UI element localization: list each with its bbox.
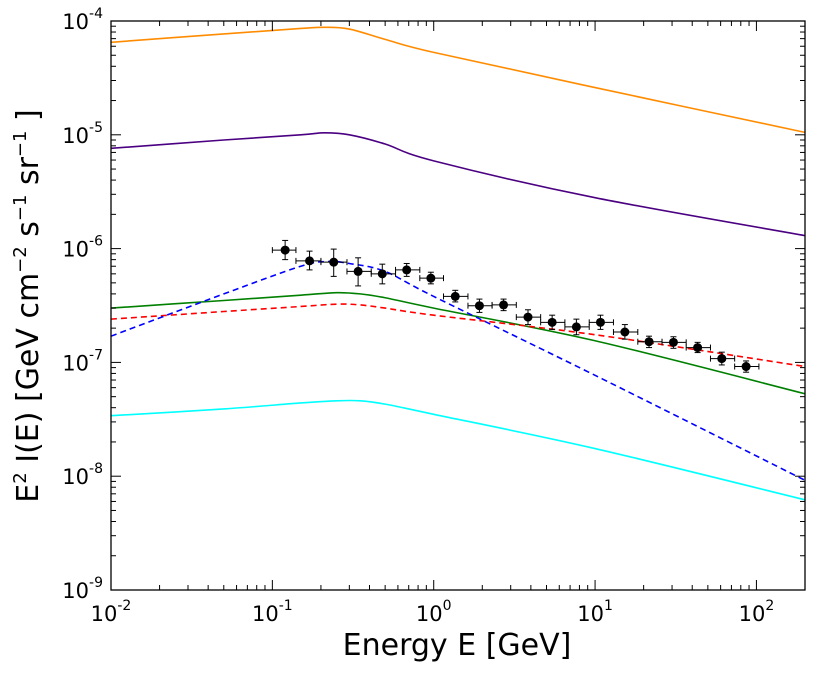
data-point-group	[271, 239, 297, 261]
data-point-group	[395, 262, 421, 277]
x-tick-label: 10-2	[91, 598, 132, 626]
data-point	[523, 312, 533, 322]
y-tick-label-exp: -4	[89, 6, 103, 22]
data-point	[741, 362, 751, 372]
y-tick-label: 10-8	[62, 461, 103, 489]
data-point	[305, 256, 315, 266]
data-point-group	[588, 314, 614, 330]
data-point	[426, 273, 436, 283]
y-tick-label-exp: -8	[89, 461, 103, 477]
y-tick-label-base: 10	[62, 579, 89, 603]
x-tick-label-base: 10	[577, 602, 604, 626]
x-tick-label: 101	[577, 598, 613, 626]
x-tick-label: 10-1	[252, 598, 293, 626]
x-axis-label: Energy E [GeV]	[343, 628, 572, 663]
data-point-group	[612, 324, 639, 340]
series-line-red-dashed	[111, 303, 805, 368]
data-point	[329, 257, 339, 267]
data-point	[450, 291, 460, 301]
data-point	[595, 317, 605, 327]
data-point	[620, 327, 630, 337]
data-point-group	[295, 250, 322, 271]
data-point-group	[491, 298, 517, 312]
data-point-group	[661, 336, 687, 349]
series-line-indigo	[111, 132, 805, 237]
x-tick-label-exp: 2	[765, 598, 774, 614]
data-point	[717, 354, 727, 364]
x-tick-label: 100	[416, 598, 452, 626]
y-axis-label-e-exp: 2	[10, 472, 31, 483]
series-layer	[111, 26, 805, 501]
data-point-group	[564, 318, 590, 336]
plot-frame	[110, 20, 806, 591]
series-line-cyan	[111, 399, 805, 501]
x-tick-label-exp: -2	[117, 598, 131, 614]
y-axis-label-cm-exp: −2	[10, 246, 31, 273]
data-point-group	[709, 351, 736, 366]
data-point	[668, 337, 678, 347]
y-tick-label-exp: -5	[89, 120, 103, 136]
data-point	[353, 266, 363, 276]
y-axis-label-sr-exp: −1	[10, 131, 31, 158]
y-tick-label-base: 10	[62, 351, 89, 375]
y-tick-label-exp: -7	[89, 347, 103, 363]
ticks-layer	[110, 20, 806, 591]
points-layer	[271, 239, 760, 373]
x-tick-label-base: 10	[252, 602, 279, 626]
y-tick-label: 10-4	[62, 6, 103, 34]
data-point	[402, 265, 412, 275]
data-point	[547, 317, 557, 327]
x-tick-label-exp: -1	[279, 598, 293, 614]
x-tick-label: 102	[739, 598, 775, 626]
y-tick-label-base: 10	[62, 10, 89, 34]
y-axis-label-mid: I(E) [GeV cm	[11, 273, 46, 472]
y-axis-label-s: s	[11, 221, 46, 246]
y-axis-label-sr: sr	[11, 156, 46, 194]
data-point-group	[467, 298, 493, 313]
y-tick-label: 10-5	[62, 120, 103, 148]
data-point	[280, 245, 290, 255]
data-point-group	[443, 289, 469, 303]
y-axis-label-e: E	[11, 484, 46, 503]
y-tick-label: 10-9	[62, 575, 103, 603]
data-point	[693, 343, 703, 353]
data-point-group	[515, 309, 542, 326]
y-axis-label-s-exp: −1	[10, 195, 31, 222]
data-point	[474, 301, 484, 311]
data-point	[377, 269, 387, 279]
x-tick-label-base: 10	[739, 602, 766, 626]
y-tick-label-base: 10	[62, 465, 89, 489]
data-point	[644, 337, 654, 347]
y-tick-label: 10-6	[62, 234, 103, 262]
data-point-group	[734, 360, 760, 373]
data-point-group	[419, 271, 445, 285]
data-point-group	[540, 314, 566, 330]
series-line-green	[111, 291, 805, 395]
data-point-group	[320, 248, 348, 277]
x-tick-label-base: 10	[416, 602, 443, 626]
y-tick-label-exp: -9	[89, 575, 103, 591]
x-tick-label-exp: 0	[443, 598, 452, 614]
series-line-orange	[111, 26, 805, 134]
data-point-group	[685, 341, 711, 354]
data-point	[499, 300, 509, 310]
y-tick-label: 10-7	[62, 347, 103, 375]
y-tick-label-exp: -6	[89, 234, 103, 250]
tick-labels-layer: 10-2 10-1 100 101 10210-910-810-710-610-510-…	[62, 6, 774, 626]
series-line-blue-dashed	[111, 260, 805, 482]
y-tick-label-base: 10	[62, 238, 89, 262]
y-axis-label-end: ]	[11, 109, 46, 130]
x-tick-label-exp: 1	[604, 598, 613, 614]
x-tick-label-base: 10	[91, 602, 118, 626]
y-tick-label-base: 10	[62, 124, 89, 148]
data-point	[571, 322, 581, 332]
y-axis-label: E2 I(E) [GeV cm−2 s−1 sr−1 ]	[10, 109, 46, 502]
